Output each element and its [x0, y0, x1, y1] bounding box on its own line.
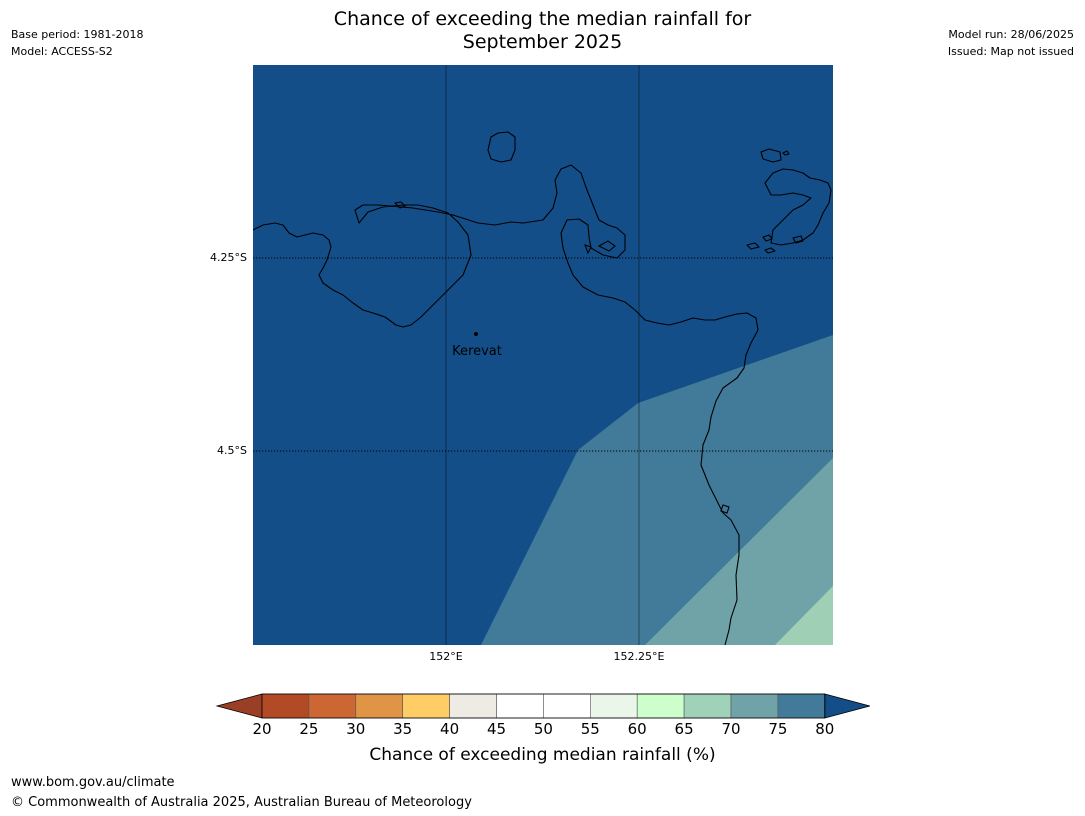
colorbar-outline	[261, 693, 826, 719]
colorbar-tick-label: 80	[815, 720, 835, 738]
colorbar-under-extension	[215, 693, 263, 719]
colorbar-tick-label: 55	[580, 720, 600, 738]
issued-text: Issued: Map not issued	[947, 45, 1074, 58]
lon-label-152-25E: 152.25°E	[613, 650, 665, 663]
colorbar-cell	[308, 693, 357, 719]
forecast-map: Kerevat	[253, 65, 833, 645]
colorbar-tick-label: 65	[674, 720, 694, 738]
model-run-text: Model run: 28/06/2025	[948, 28, 1074, 41]
colorbar-tick-label: 40	[440, 720, 460, 738]
colorbar-tick-label: 60	[627, 720, 647, 738]
model-text: Model: ACCESS-S2	[11, 45, 113, 58]
footer-copyright: © Commonwealth of Australia 2025, Austra…	[11, 795, 472, 810]
coastline-islet-west	[394, 201, 406, 209]
coastline-inlets	[584, 240, 730, 514]
colorbar-cell	[730, 693, 779, 719]
coastline-island-north	[487, 131, 516, 163]
coastline-inlet-west	[584, 244, 592, 255]
colorbar-tick-label: 25	[299, 720, 319, 738]
colorbar-cell	[355, 693, 404, 719]
colorbar-cell	[261, 693, 310, 719]
colorbar-cell	[636, 693, 685, 719]
colorbar-tick-label: 35	[393, 720, 413, 738]
colorbar-cell	[777, 693, 826, 719]
graticule	[253, 65, 833, 645]
probability-band-60-65	[775, 586, 833, 645]
colorbar-tick-label: 45	[486, 720, 507, 738]
map-title: Chance of exceeding the median rainfall …	[0, 8, 1085, 54]
lat-label-4-25S: 4.25°S	[210, 251, 247, 264]
colorbar-tick-label: 70	[721, 720, 741, 738]
coastline	[253, 131, 832, 645]
colorbar-cell	[589, 693, 638, 719]
colorbar-cell	[449, 693, 497, 719]
colorbar-over-extension	[824, 693, 870, 719]
coastline-inlet-east	[597, 240, 616, 252]
colorbar	[215, 693, 870, 719]
colorbar-tick-label: 50	[533, 720, 553, 738]
colorbar-tick-label: 30	[346, 720, 366, 738]
title-line-1: Chance of exceeding the median rainfall …	[333, 8, 752, 30]
lat-label-4-5S: 4.5°S	[217, 444, 247, 457]
kerevat-marker	[474, 332, 478, 336]
base-period-text: Base period: 1981-2018	[11, 28, 144, 41]
colorbar-cell	[402, 693, 450, 719]
colorbar-tick-label: 20	[252, 720, 272, 738]
title-line-2: September 2025	[462, 31, 623, 53]
colorbar-cell	[683, 693, 732, 719]
meta-right: Model run: 28/06/2025 Issued: Map not is…	[948, 26, 1074, 60]
meta-left: Base period: 1981-2018 Model: ACCESS-S2	[11, 26, 143, 60]
footer-url: www.bom.gov.au/climate	[11, 775, 175, 790]
coastline-islet-south	[720, 504, 730, 514]
colorbar-tick-label: 75	[768, 720, 788, 738]
colorbar-cell	[496, 693, 544, 719]
coastline-islands-northeast	[746, 148, 832, 254]
colorbar-cell	[543, 693, 591, 719]
kerevat-label: Kerevat	[452, 344, 502, 359]
coastline-main	[253, 164, 759, 645]
lon-label-152E: 152°E	[429, 650, 463, 663]
colorbar-title: Chance of exceeding median rainfall (%)	[369, 745, 716, 765]
